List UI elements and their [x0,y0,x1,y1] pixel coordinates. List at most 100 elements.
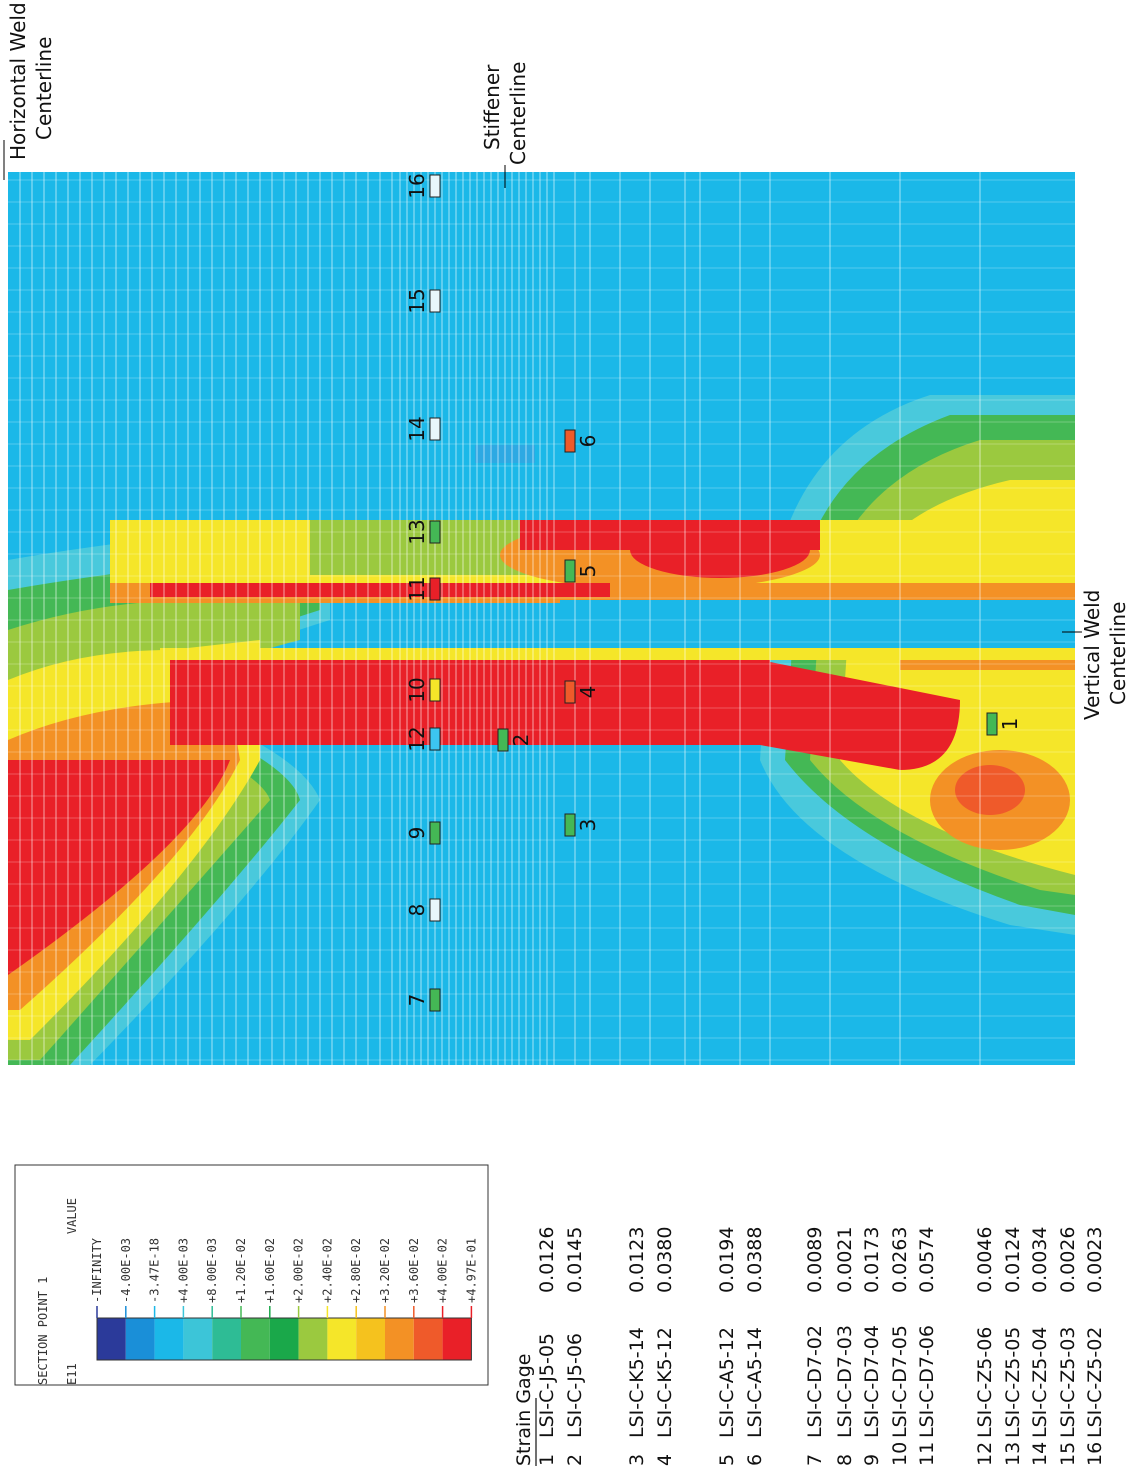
legend-level: +4.00E-02 [436,1238,450,1303]
gage-marker-label: 11 [405,576,429,601]
mesh [8,172,1075,1065]
legend-swatch [183,1318,213,1360]
gage-strain: 0.0194 [716,1227,738,1293]
gage-name: LSI-C-D7-02 [804,1325,826,1438]
contour [8,760,230,975]
gage-marker-label: 2 [509,734,533,747]
gage-name: LSI-C-A5-14 [744,1327,766,1438]
legend-level: -INFINITY [90,1237,104,1303]
gage-id: 3 [626,1454,648,1466]
gage-name: LSI-C-Z5-04 [1029,1327,1051,1438]
gage-name: LSI-C-D7-05 [889,1325,911,1438]
gage-id: 2 [564,1454,586,1466]
gage-marker-label: 1 [998,718,1022,731]
gage-marker-label: 5 [576,565,600,578]
annotation: Vertical Weld [1080,590,1104,720]
gage-name: LSI-C-D7-04 [861,1325,883,1438]
gage-marker-label: 10 [405,677,429,702]
gage-id: 12 [974,1442,996,1466]
gage-marker-label: 16 [405,173,429,198]
gage-marker [429,988,441,1012]
gage-name: LSI-C-K5-12 [654,1327,676,1438]
gage-marker-label: 6 [576,435,600,448]
gage-marker-label: 9 [405,827,429,840]
gage-marker [429,520,441,544]
contour [310,520,530,575]
gage-id: 7 [804,1454,826,1466]
gage-marker [429,577,441,601]
gage-id: 9 [861,1454,883,1466]
contour [955,765,1025,815]
gage-strain: 0.0034 [1029,1227,1051,1293]
gage-marker [986,712,998,736]
annotation: Stiffener [480,64,504,150]
gage-name: LSI-C-J5-05 [536,1333,558,1438]
gage-id: 10 [889,1442,911,1466]
gage-name: LSI-C-D7-06 [916,1325,938,1438]
legend-section: SECTION POINT 1 [36,1277,50,1385]
legend-swatch [269,1318,299,1360]
gage-marker [564,429,576,453]
gage-name: LSI-C-Z5-06 [974,1327,996,1438]
legend-level: +3.60E-02 [407,1238,421,1303]
gage-name: LSI-C-A5-12 [716,1327,738,1438]
annotation: Centerline [506,62,530,165]
legend-swatch [413,1318,443,1360]
gage-marker [429,678,441,702]
gage-strain: 0.0380 [654,1227,676,1293]
gage-marker [564,813,576,837]
legend-swatch [97,1318,126,1360]
gage-strain: 0.0023 [1084,1227,1106,1293]
contour [760,660,960,770]
gage-strain: 0.0089 [804,1227,826,1293]
gage-marker [429,727,441,751]
gage-id: 14 [1029,1442,1051,1466]
gage-marker-label: 7 [405,994,429,1007]
contour [560,600,1075,650]
gage-strain: 0.0123 [626,1227,648,1293]
gage-marker-label: 8 [405,904,429,917]
gage-marker [429,174,441,198]
gage-marker-label: 4 [576,686,600,699]
legend-box [14,1164,489,1386]
legend-level: +3.20E-02 [378,1238,392,1303]
legend-level: +4.97E-01 [464,1238,478,1303]
legend-level: +2.00E-02 [292,1238,306,1303]
gage-strain: 0.0021 [834,1227,856,1293]
gage-strain: 0.0388 [744,1227,766,1293]
legend-bar-frame [96,1317,472,1361]
legend-level: +2.40E-02 [320,1238,334,1303]
gage-id: 4 [654,1454,676,1466]
legend-level: +8.00E-03 [205,1238,219,1303]
contour [160,648,1075,660]
contour [520,520,820,550]
gage-strain: 0.0263 [889,1227,911,1293]
gage-id: 11 [916,1442,938,1466]
gage-id: 5 [716,1454,738,1466]
gage-name: LSI-C-Z5-02 [1084,1327,1106,1438]
gage-id: 13 [1002,1442,1024,1466]
gage-marker-label: 3 [576,819,600,832]
gage-strain: 0.0026 [1057,1227,1079,1293]
legend-level: +1.60E-02 [263,1238,277,1303]
gage-marker [497,728,509,752]
gage-marker-label: 15 [405,288,429,313]
legend-swatch [327,1318,357,1360]
gage-strain: 0.0574 [916,1227,938,1293]
legend-swatch [212,1318,241,1360]
gage-name: LSI-C-Z5-03 [1057,1327,1079,1438]
annotation: Horizontal Weld [6,2,30,160]
legend-swatch [298,1318,328,1360]
gage-strain: 0.0124 [1002,1227,1024,1293]
legend-swatch [385,1318,414,1360]
legend-swatch [356,1318,385,1360]
legend-variable: E11 [65,1363,79,1385]
gage-marker-label: 13 [405,519,429,544]
gage-id: 6 [744,1454,766,1466]
gage-marker [429,289,441,313]
legend-swatch [442,1318,472,1360]
gage-strain: 0.0126 [536,1227,558,1293]
gage-marker [564,559,576,583]
